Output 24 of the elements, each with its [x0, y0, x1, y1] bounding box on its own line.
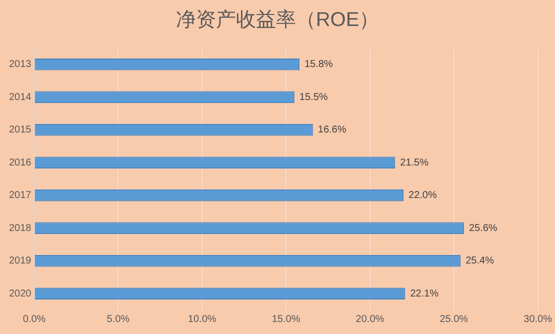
data-label: 25.4%	[466, 256, 494, 267]
y-tick-label: 2020	[8, 288, 32, 300]
y-tick-label: 2017	[8, 190, 32, 202]
x-tick-label: 15.0%	[272, 314, 300, 325]
data-label: 25.6%	[468, 222, 498, 234]
data-label: 15.5%	[299, 92, 328, 103]
y-tick-label: 2013	[8, 59, 32, 70]
x-tick-label: 25.0%	[440, 314, 468, 325]
data-label: 22.0%	[408, 190, 437, 202]
y-tick-label: 2016	[8, 157, 32, 168]
data-label: 22.1%	[410, 288, 439, 300]
data-label: 21.5%	[400, 157, 429, 168]
y-tick-label: 2018	[8, 222, 32, 234]
y-tick-label: 2015	[8, 124, 32, 136]
y-tick-label: 2019	[8, 256, 32, 267]
x-tick-label: 20.0%	[356, 314, 384, 325]
x-tick-label: 0.0%	[22, 314, 46, 325]
data-label: 16.6%	[318, 124, 346, 136]
x-tick-label: 10.0%	[188, 314, 216, 325]
chart-title: 净资产收益率（ROE）	[174, 8, 380, 33]
x-tick-label: 5.0%	[106, 314, 130, 325]
data-label: 15.8%	[304, 59, 333, 70]
y-tick-label: 2014	[8, 92, 32, 103]
x-tick-label: 30.0%	[524, 314, 552, 325]
